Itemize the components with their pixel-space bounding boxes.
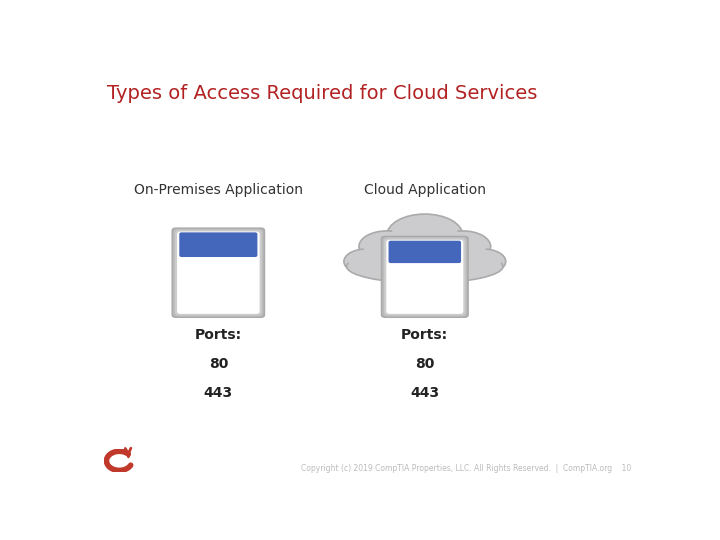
Text: 80: 80 [415, 357, 434, 371]
Text: Cloud Application: Cloud Application [364, 183, 486, 197]
Ellipse shape [364, 233, 410, 260]
Ellipse shape [435, 231, 490, 262]
Ellipse shape [466, 252, 501, 272]
FancyBboxPatch shape [387, 240, 463, 314]
FancyBboxPatch shape [384, 238, 466, 315]
FancyBboxPatch shape [179, 232, 258, 257]
Ellipse shape [347, 250, 503, 283]
Ellipse shape [348, 252, 384, 272]
FancyBboxPatch shape [173, 228, 264, 317]
Text: Ports:: Ports: [401, 328, 449, 342]
Ellipse shape [461, 249, 505, 274]
FancyBboxPatch shape [389, 241, 461, 263]
Ellipse shape [359, 231, 415, 262]
FancyBboxPatch shape [382, 237, 467, 317]
Text: 443: 443 [204, 386, 233, 400]
Text: Copyright (c) 2019 CompTIA Properties, LLC. All Rights Reserved.  |  CompTIA.org: Copyright (c) 2019 CompTIA Properties, L… [301, 464, 631, 473]
Ellipse shape [392, 217, 459, 254]
Text: On-Premises Application: On-Premises Application [134, 183, 303, 197]
Text: 443: 443 [410, 386, 439, 400]
Ellipse shape [439, 233, 486, 260]
Ellipse shape [387, 214, 463, 256]
Text: Ports:: Ports: [195, 328, 242, 342]
FancyBboxPatch shape [171, 227, 265, 318]
Text: Types of Access Required for Cloud Services: Types of Access Required for Cloud Servi… [107, 84, 537, 103]
Text: 80: 80 [209, 357, 228, 371]
FancyBboxPatch shape [177, 232, 260, 314]
Ellipse shape [352, 252, 498, 281]
Ellipse shape [344, 249, 389, 274]
FancyBboxPatch shape [175, 230, 262, 315]
FancyBboxPatch shape [381, 235, 469, 318]
